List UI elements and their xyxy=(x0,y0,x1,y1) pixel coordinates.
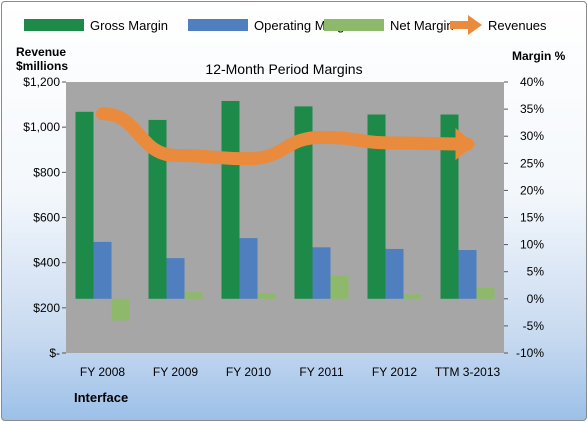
gross-margin-bar xyxy=(440,114,459,299)
y-right-tick-label: 5% xyxy=(527,265,545,279)
x-tick-label: FY 2010 xyxy=(226,365,271,379)
y-right-tick-label: -5% xyxy=(523,319,545,333)
y-left-tick-label: $1,200 xyxy=(23,75,60,89)
x-tick-label: FY 2011 xyxy=(299,365,344,379)
gross-margin-bar xyxy=(75,111,94,299)
net-margin-bar xyxy=(476,287,495,299)
y-right-tick-label: 30% xyxy=(520,129,544,143)
y-left-tick-label: $800 xyxy=(33,165,60,179)
legend-swatch xyxy=(24,19,84,31)
bars xyxy=(75,100,495,321)
x-tick-label: TTM 3-2013 xyxy=(435,365,501,379)
chart-title: 12-Month Period Margins xyxy=(205,61,362,77)
revenues-line-arrowhead xyxy=(455,128,476,161)
legend-swatch xyxy=(188,19,248,31)
y-right-tick-label: 25% xyxy=(520,156,544,170)
y-right-tick-label: 15% xyxy=(520,211,544,225)
y-right-tick-label: -10% xyxy=(516,346,544,360)
y-right-tick-label: 0% xyxy=(527,292,545,306)
y-left-ticks: $- $200 $400 $600 $800 $1,000 $1,200 xyxy=(23,75,66,360)
net-margin-bar xyxy=(184,292,203,299)
gross-margin-bar xyxy=(367,114,386,299)
legend-swatch-arrow xyxy=(468,15,482,35)
y-right-label: Margin % xyxy=(512,49,566,63)
revenue-line xyxy=(96,107,476,166)
y-left-tick-label: $600 xyxy=(33,211,60,225)
y-right-tick-label: 20% xyxy=(520,183,544,197)
operating-margin-bar xyxy=(385,248,404,299)
net-margin-bar xyxy=(257,293,276,299)
operating-margin-bar xyxy=(312,247,331,299)
gross-margin-bar xyxy=(221,100,240,299)
revenues-line xyxy=(96,107,474,166)
x-tick-label: FY 2012 xyxy=(372,365,417,379)
legend-swatch xyxy=(324,19,384,31)
x-tick-label: FY 2009 xyxy=(153,365,198,379)
net-margin-bar xyxy=(403,294,422,299)
y-right-tick-label: 10% xyxy=(520,238,544,252)
y-left-tick-label: $- xyxy=(49,346,60,360)
net-margin-bar xyxy=(330,275,349,299)
y-left-label-line1: Revenue xyxy=(16,45,66,59)
footer-label: Interface xyxy=(74,390,128,405)
x-tick-labels: FY 2008 FY 2009 FY 2010 FY 2011 FY 2012 TTM 3… xyxy=(80,365,501,379)
operating-margin-bar xyxy=(458,250,477,299)
y-right-tick-label: 35% xyxy=(520,102,544,116)
operating-margin-bar xyxy=(239,238,258,299)
y-left-tick-label: $400 xyxy=(33,256,60,270)
operating-margin-bar xyxy=(93,241,112,299)
legend-label: Revenues xyxy=(488,18,547,33)
y-right-ticks: -10% -5% 0% 5% 10% 15% 20% 25% 30% 35% 40% xyxy=(504,75,544,360)
y-left-tick-label: $1,000 xyxy=(23,120,60,134)
y-left-label-line2: $millions xyxy=(16,59,68,73)
operating-margin-bar xyxy=(166,258,185,299)
x-tick-label: FY 2008 xyxy=(80,365,125,379)
y-right-tick-label: 40% xyxy=(520,75,544,89)
legend: Gross Margin Operating Margin Net Margin Re… xyxy=(24,15,547,35)
gross-margin-bar xyxy=(148,119,167,299)
net-margin-bar xyxy=(111,298,130,321)
gross-margin-bar xyxy=(294,106,313,299)
legend-label: Net Margin xyxy=(390,18,454,33)
legend-label: Gross Margin xyxy=(90,18,168,33)
y-left-tick-label: $200 xyxy=(33,301,60,315)
